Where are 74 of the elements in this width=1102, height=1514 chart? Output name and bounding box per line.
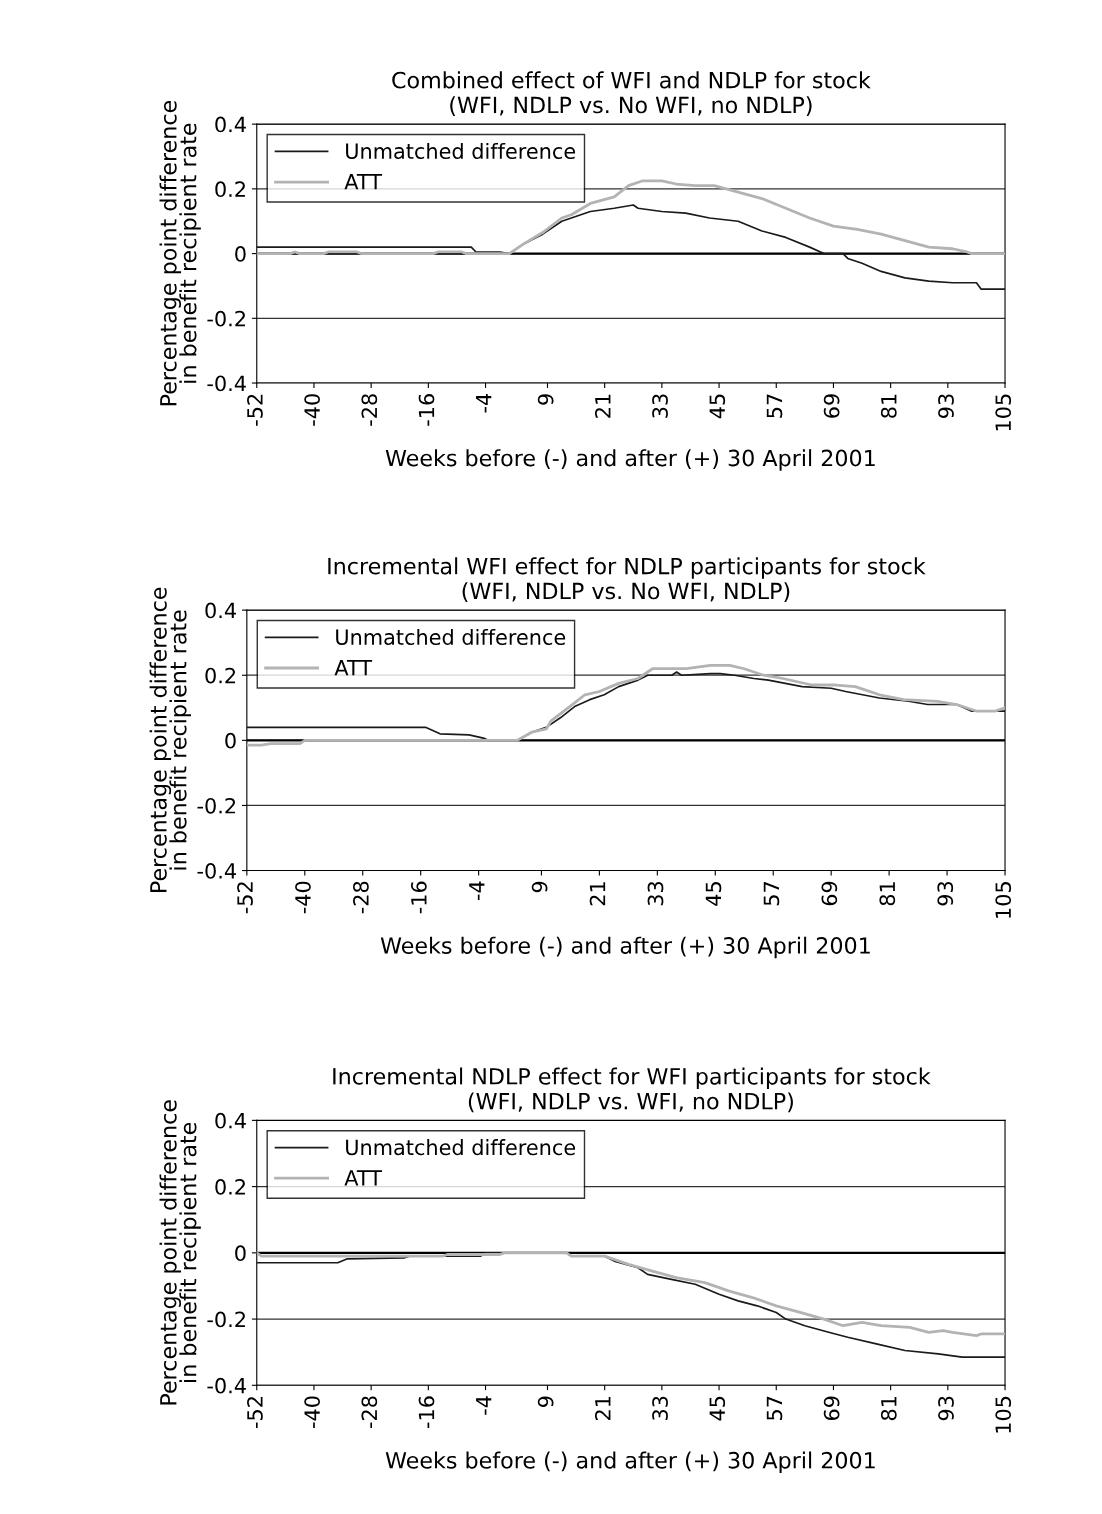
x-tick-label: 33 — [652, 394, 668, 418]
y-axis-title: Percentage point difference in benefit recipient rate — [159, 100, 201, 406]
x-tick-label: 93 — [937, 881, 954, 906]
x-tick-label: 57 — [766, 1396, 783, 1420]
x-tick-label: -4 — [469, 881, 485, 901]
x-tick-label: 45 — [709, 1396, 726, 1421]
x-tick-label: 69 — [821, 881, 838, 906]
y-tick-label: 0 — [235, 1245, 246, 1262]
legend-label: Unmatched difference — [346, 142, 576, 160]
x-tick-label: -40 — [304, 1396, 320, 1429]
x-tick-label: 33 — [647, 881, 664, 906]
chart-title: Combined effect of WFI and NDLP for stock (WFI, NDLP vs. No WFI, no NDLP) — [392, 71, 871, 116]
x-tick-label: 57 — [763, 882, 780, 906]
x-tick-label: 105 — [995, 1396, 1012, 1433]
x-tick-label: 21 — [589, 882, 606, 906]
y-tick-label: 0 — [225, 732, 236, 749]
line-series — [256, 204, 1006, 291]
x-tick-label: -52 — [247, 1397, 263, 1429]
x-tick-label: 105 — [995, 882, 1012, 918]
x-tick-label: -52 — [237, 882, 253, 914]
x-tick-label: -40 — [295, 881, 311, 914]
x-tick-label: 45 — [709, 394, 726, 419]
x-axis-title: Weeks before (-) and after (+) 30 April 2001 — [385, 1451, 875, 1473]
legend-label: ATT — [344, 1170, 383, 1186]
y-tick-label: 0 — [235, 246, 246, 262]
x-tick-label: 81 — [880, 1396, 897, 1421]
legend-label: ATT — [344, 174, 383, 190]
x-tick-label: 21 — [594, 394, 611, 418]
line-series — [256, 1251, 1006, 1338]
x-tick-label: -28 — [353, 881, 369, 914]
x-tick-label: 57 — [766, 394, 783, 418]
x-tick-label: 105 — [995, 394, 1012, 431]
x-tick-label: 9 — [531, 881, 548, 893]
chart-title: Incremental WFI effect for NDLP participants for stock (WFI, NDLP vs. No WFI, NDLP) — [328, 557, 926, 602]
y-tick-label: 0.2 — [215, 1179, 245, 1195]
x-axis-title: Weeks before (-) and after (+) 30 April 2001 — [385, 449, 875, 471]
y-tick-label: -0.2 — [207, 310, 245, 327]
legend-label: Unmatched difference — [346, 1139, 576, 1156]
x-tick-label: -28 — [361, 394, 378, 426]
chart-title: Incremental NDLP effect for WFI participants for stock (WFI, NDLP vs. WFI, no NDLP) — [333, 1067, 931, 1113]
x-tick-label: -16 — [418, 1396, 435, 1429]
y-tick-label: 0.4 — [215, 1112, 246, 1129]
x-tick-label: -52 — [247, 394, 263, 426]
x-tick-label: -4 — [476, 393, 492, 413]
x-tick-label: 9 — [537, 1396, 554, 1407]
y-tick-label: -0.2 — [197, 797, 236, 814]
y-tick-label: -0.4 — [207, 375, 246, 392]
y-tick-label: -0.2 — [207, 1311, 245, 1328]
legend-label: Unmatched difference — [336, 628, 566, 646]
x-tick-label: -28 — [361, 1396, 378, 1429]
y-tick-label: 0.2 — [215, 181, 245, 198]
x-tick-label: 69 — [823, 394, 840, 418]
x-tick-label: 81 — [880, 394, 897, 418]
y-tick-label: 0.2 — [205, 667, 236, 684]
x-tick-label: 45 — [705, 882, 722, 906]
x-tick-label: 9 — [537, 394, 554, 405]
x-tick-label: 21 — [594, 1396, 611, 1421]
x-tick-label: 81 — [879, 882, 896, 906]
y-axis-title: Percentage point difference in benefit recipient rate — [159, 1100, 201, 1405]
x-tick-label: -40 — [304, 394, 320, 426]
y-tick-label: -0.4 — [197, 863, 236, 879]
x-tick-label: 93 — [938, 1396, 954, 1421]
y-tick-label: 0.4 — [205, 602, 236, 619]
x-axis-title: Weeks before (-) and after (+) 30 April 2001 — [380, 936, 870, 959]
x-tick-label: -16 — [418, 394, 435, 426]
y-axis-title: Percentage point difference in benefit recipient rate — [149, 587, 191, 892]
x-tick-label: 69 — [823, 1396, 840, 1421]
y-tick-label: -0.4 — [207, 1377, 246, 1394]
y-tick-label: 0.4 — [215, 116, 246, 133]
x-tick-label: 93 — [938, 394, 954, 418]
x-tick-label: -16 — [410, 881, 427, 914]
x-tick-label: -4 — [476, 1396, 492, 1415]
x-tick-label: 33 — [652, 1396, 668, 1420]
legend-label: ATT — [334, 660, 373, 676]
